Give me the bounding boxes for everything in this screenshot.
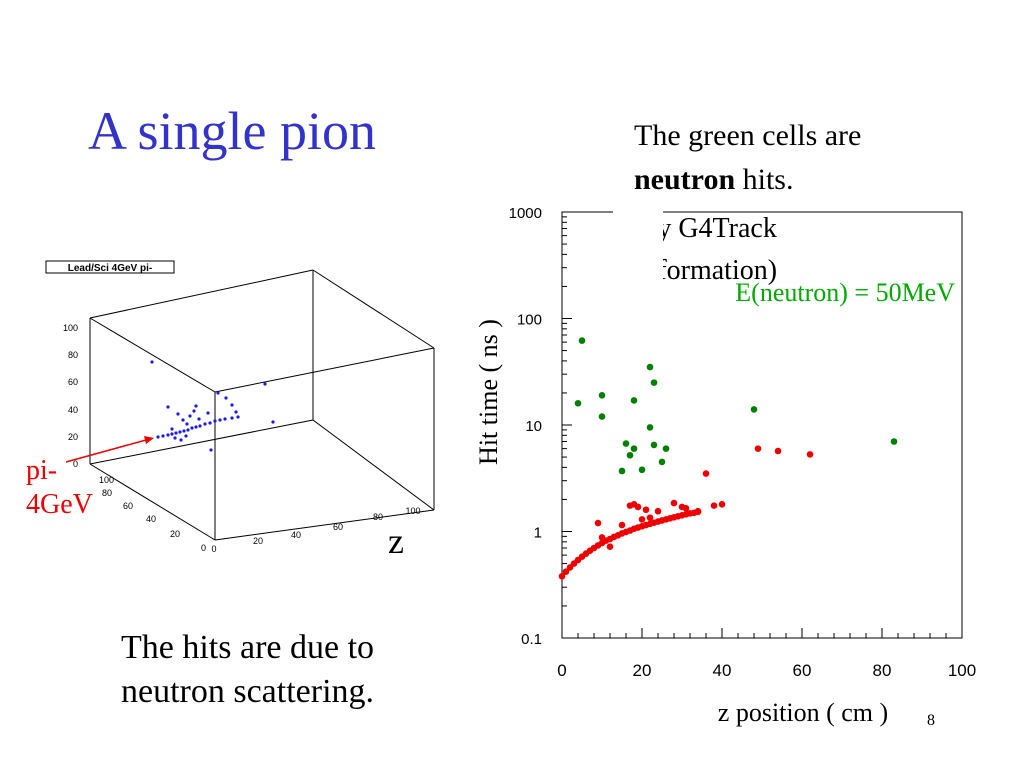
data-point bbox=[650, 379, 658, 386]
data-point bbox=[598, 534, 606, 541]
data-point bbox=[754, 445, 762, 452]
bottom-line-1: The hits are due to bbox=[121, 629, 375, 666]
data-point bbox=[718, 501, 726, 508]
data-point bbox=[682, 505, 690, 512]
z-tick: 100 bbox=[405, 506, 420, 516]
x-tick-label: 60 bbox=[793, 661, 812, 680]
depth-tick: 60 bbox=[123, 501, 133, 511]
v-tick: 100 bbox=[63, 323, 78, 333]
v-tick: 40 bbox=[68, 405, 78, 415]
energy-annotation: E(neutron) = 50MeV bbox=[735, 278, 955, 307]
data-point bbox=[646, 514, 654, 521]
data-point bbox=[638, 466, 646, 474]
x-axis-title: z position ( cm ) bbox=[718, 698, 888, 727]
event-display-title-box bbox=[45, 260, 175, 274]
event-display-frame bbox=[89, 269, 435, 541]
data-point bbox=[774, 447, 782, 455]
data-point bbox=[646, 363, 654, 371]
data-point bbox=[630, 445, 638, 452]
note-line-2-rest: hits. bbox=[735, 163, 794, 196]
pion-arrow-head bbox=[144, 436, 154, 444]
pion-label: pi- 4GeV bbox=[26, 454, 93, 522]
y-tick-label: 0.1 bbox=[521, 631, 542, 648]
y-tick-label: 1000 bbox=[509, 205, 542, 222]
data-point bbox=[638, 516, 646, 523]
y-tick-label: 1 bbox=[534, 525, 542, 542]
z-tick: 20 bbox=[253, 536, 263, 546]
data-point bbox=[662, 445, 670, 452]
event-display-ticks: 100 80 60 40 20 0 100 80 60 40 20 0 0 20… bbox=[63, 323, 421, 554]
x-tick-label: 20 bbox=[633, 661, 652, 680]
z-tick: 60 bbox=[333, 522, 343, 532]
x-tick-label: 100 bbox=[948, 661, 976, 680]
v-tick: 20 bbox=[68, 432, 78, 442]
data-point bbox=[618, 521, 626, 529]
x-axis: 0 20 40 60 80 100 bbox=[557, 628, 976, 680]
data-point bbox=[658, 458, 666, 466]
x-tick-label: 40 bbox=[713, 661, 732, 680]
y-axis: 1000 100 10 1 0.1 bbox=[509, 205, 572, 648]
data-point bbox=[594, 519, 602, 527]
v-tick: 0 bbox=[73, 459, 78, 469]
note-bold-word: neutron bbox=[634, 163, 736, 196]
depth-tick: 0 bbox=[201, 543, 206, 553]
x-tick-label: 0 bbox=[557, 661, 566, 680]
pion-label-line-1: pi- bbox=[26, 455, 58, 486]
label-mask bbox=[613, 200, 663, 288]
note-line-2: neutron hits. bbox=[634, 158, 861, 202]
data-point bbox=[694, 507, 702, 515]
z-tick: 0 bbox=[211, 544, 216, 554]
depth-tick: 100 bbox=[99, 475, 114, 485]
data-point bbox=[634, 503, 642, 511]
depth-tick: 20 bbox=[170, 529, 180, 539]
data-point bbox=[654, 507, 662, 515]
depth-tick: 80 bbox=[102, 488, 112, 498]
page-number: 8 bbox=[927, 712, 935, 729]
z-tick: 80 bbox=[373, 512, 383, 522]
hit-points bbox=[558, 337, 898, 580]
bottom-line-2: neutron scattering. bbox=[121, 673, 375, 710]
data-point bbox=[558, 572, 566, 580]
data-point bbox=[598, 392, 606, 399]
depth-tick: 40 bbox=[146, 514, 156, 524]
v-tick: 60 bbox=[68, 377, 78, 387]
note-line-1: The green cells are bbox=[634, 119, 862, 152]
data-point bbox=[670, 499, 678, 507]
data-point bbox=[618, 467, 626, 475]
data-point bbox=[806, 451, 814, 458]
event-hits bbox=[150, 360, 275, 452]
data-point bbox=[650, 441, 658, 449]
data-point bbox=[562, 568, 570, 575]
data-point bbox=[642, 506, 650, 514]
data-point bbox=[574, 399, 582, 407]
data-point bbox=[598, 413, 606, 420]
data-point bbox=[710, 502, 718, 509]
data-point bbox=[702, 470, 710, 477]
y-axis-title: Hit time ( ns ) bbox=[474, 319, 503, 465]
pion-arrow bbox=[65, 439, 147, 463]
pion-label-line-2: 4GeV bbox=[26, 489, 93, 520]
event-display-title: Lead/Sci 4GeV pi- bbox=[68, 263, 152, 274]
y-tick-label: 100 bbox=[517, 312, 542, 329]
data-point bbox=[626, 451, 634, 459]
z-tick: 40 bbox=[291, 530, 301, 540]
data-point bbox=[750, 406, 758, 413]
bottom-caption: The hits are due to neutron scattering. bbox=[121, 626, 374, 714]
slide-title: A single pion bbox=[88, 101, 377, 161]
data-point bbox=[578, 337, 586, 344]
data-point bbox=[606, 543, 614, 550]
data-point bbox=[630, 397, 638, 404]
data-point bbox=[646, 424, 654, 431]
data-point bbox=[622, 440, 630, 447]
x-tick-label: 80 bbox=[873, 661, 892, 680]
data-point bbox=[890, 438, 898, 445]
z-axis-label: z bbox=[388, 521, 404, 561]
y-tick-label: 10 bbox=[525, 418, 542, 435]
v-tick: 80 bbox=[68, 350, 78, 360]
